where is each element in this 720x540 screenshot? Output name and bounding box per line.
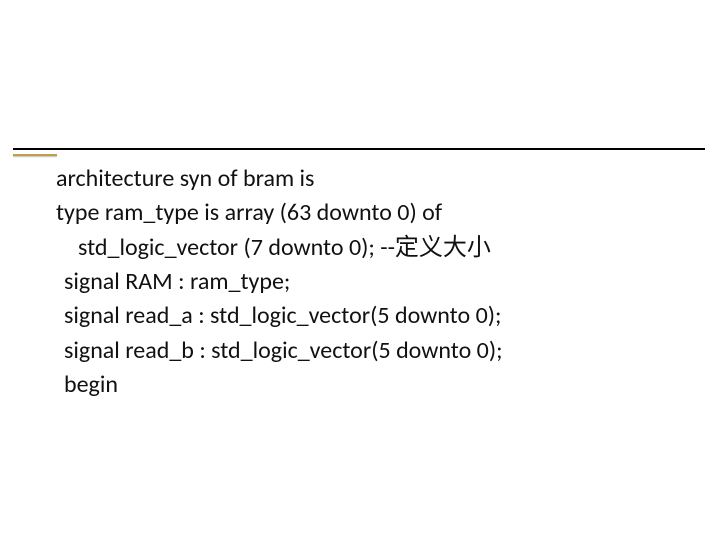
code-line: std_logic_vector (7 downto 0); --定义大小: [56, 231, 690, 265]
code-line: signal RAM : ram_type;: [56, 265, 690, 299]
code-line: signal read_b : std_logic_vector(5 downt…: [56, 334, 690, 368]
code-line: begin: [56, 368, 690, 402]
horizontal-rule-gold-accent: [13, 154, 57, 156]
code-line: type ram_type is array (63 downto 0) of: [56, 196, 690, 230]
code-line: architecture syn of bram is: [56, 162, 690, 196]
code-block: architecture syn of bram is type ram_typ…: [56, 162, 690, 402]
horizontal-rule-dark: [13, 148, 705, 150]
code-line: signal read_a : std_logic_vector(5 downt…: [56, 299, 690, 333]
slide: architecture syn of bram is type ram_typ…: [0, 0, 720, 540]
